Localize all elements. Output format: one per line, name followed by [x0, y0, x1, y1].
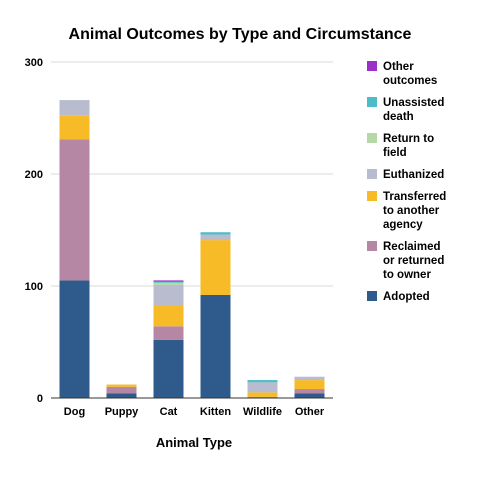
x-tick-label: Cat: [160, 406, 178, 418]
bar-segment: [59, 139, 90, 281]
y-tick-label: 0: [37, 393, 43, 405]
bar-segment: [106, 393, 137, 398]
bar-segment: [59, 115, 90, 140]
bar-segment: [247, 396, 278, 398]
x-axis-title: Animal Type: [156, 435, 232, 450]
x-tick-label: Puppy: [105, 406, 139, 418]
legend-item: Reclaimed or returned to owner: [367, 241, 444, 281]
legend-label: Adopted: [383, 291, 430, 303]
legend-swatch: [367, 191, 377, 201]
bar-segment: [200, 294, 231, 398]
bar-segment: [200, 232, 231, 235]
bar-segment: [247, 380, 278, 383]
bar-segment: [294, 380, 325, 390]
bar-segment: [153, 280, 184, 282]
legend-swatch: [367, 61, 377, 71]
legend-item: Return to field: [367, 133, 434, 159]
bar-segment: [247, 392, 278, 397]
x-tick-label: Other: [295, 406, 325, 418]
bar-segment: [106, 386, 137, 394]
legend-swatch: [367, 169, 377, 179]
bar-segment: [106, 384, 137, 387]
bar-segment: [153, 326, 184, 340]
y-axis-ticks: 0 100 200 300: [25, 57, 43, 405]
bar-segment: [294, 393, 325, 398]
legend: Other outcomes Unassisted death Return to fie…: [367, 61, 446, 303]
y-tick-label: 100: [25, 281, 43, 293]
x-axis-ticks: Dog Puppy Cat Kitten Wildlife Other: [64, 406, 325, 418]
grid-lines: [51, 61, 333, 287]
chart-title: Animal Outcomes by Type and Circumstance: [69, 26, 412, 43]
legend-label: Unassisted death: [383, 97, 444, 123]
bar-segment: [200, 234, 231, 241]
legend-label: Other outcomes: [383, 61, 437, 87]
legend-item: Other outcomes: [367, 61, 437, 87]
x-tick-label: Dog: [64, 406, 85, 418]
bar-segment: [247, 382, 278, 393]
bar-segment: [153, 284, 184, 306]
legend-item: Unassisted death: [367, 97, 444, 123]
x-tick-label: Wildlife: [243, 406, 282, 418]
bar-segment: [153, 305, 184, 327]
bar-segment: [294, 376, 325, 381]
x-tick-label: Kitten: [200, 406, 231, 418]
bar-segment: [153, 281, 184, 283]
legend-item: Transferred to another agency: [367, 191, 446, 231]
legend-label: Reclaimed or returned to owner: [383, 241, 444, 281]
bar-segment: [153, 282, 184, 285]
legend-swatch: [367, 97, 377, 107]
legend-label: Euthanized: [383, 169, 444, 181]
legend-item: Adopted: [367, 291, 430, 303]
bar-segment: [294, 389, 325, 394]
bar-segment: [200, 240, 231, 295]
y-tick-label: 300: [25, 57, 43, 69]
y-tick-label: 200: [25, 169, 43, 181]
legend-swatch: [367, 241, 377, 251]
bar-segment: [59, 100, 90, 116]
bar-segment: [153, 339, 184, 398]
bar-segment: [59, 280, 90, 398]
legend-swatch: [367, 133, 377, 143]
bars: [59, 100, 325, 398]
legend-label: Return to field: [383, 133, 434, 159]
legend-label: Transferred to another agency: [383, 191, 446, 231]
legend-swatch: [367, 291, 377, 301]
legend-item: Euthanized: [367, 169, 444, 181]
